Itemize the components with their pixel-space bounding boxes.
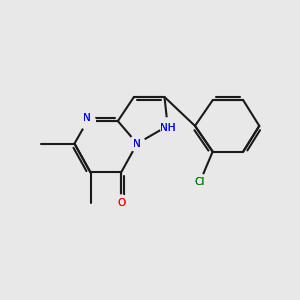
Text: NH: NH	[160, 124, 176, 134]
Text: O: O	[117, 198, 125, 208]
Circle shape	[160, 118, 176, 134]
Text: N: N	[83, 113, 91, 123]
Circle shape	[129, 136, 145, 152]
Text: Cl: Cl	[195, 177, 205, 187]
Text: N: N	[133, 139, 141, 148]
Circle shape	[113, 195, 129, 211]
Text: Cl: Cl	[195, 177, 205, 187]
Text: NH: NH	[160, 124, 176, 134]
Text: N: N	[133, 139, 141, 148]
Circle shape	[192, 174, 208, 190]
Text: N: N	[83, 113, 91, 123]
Text: O: O	[117, 198, 125, 208]
Circle shape	[79, 113, 95, 129]
